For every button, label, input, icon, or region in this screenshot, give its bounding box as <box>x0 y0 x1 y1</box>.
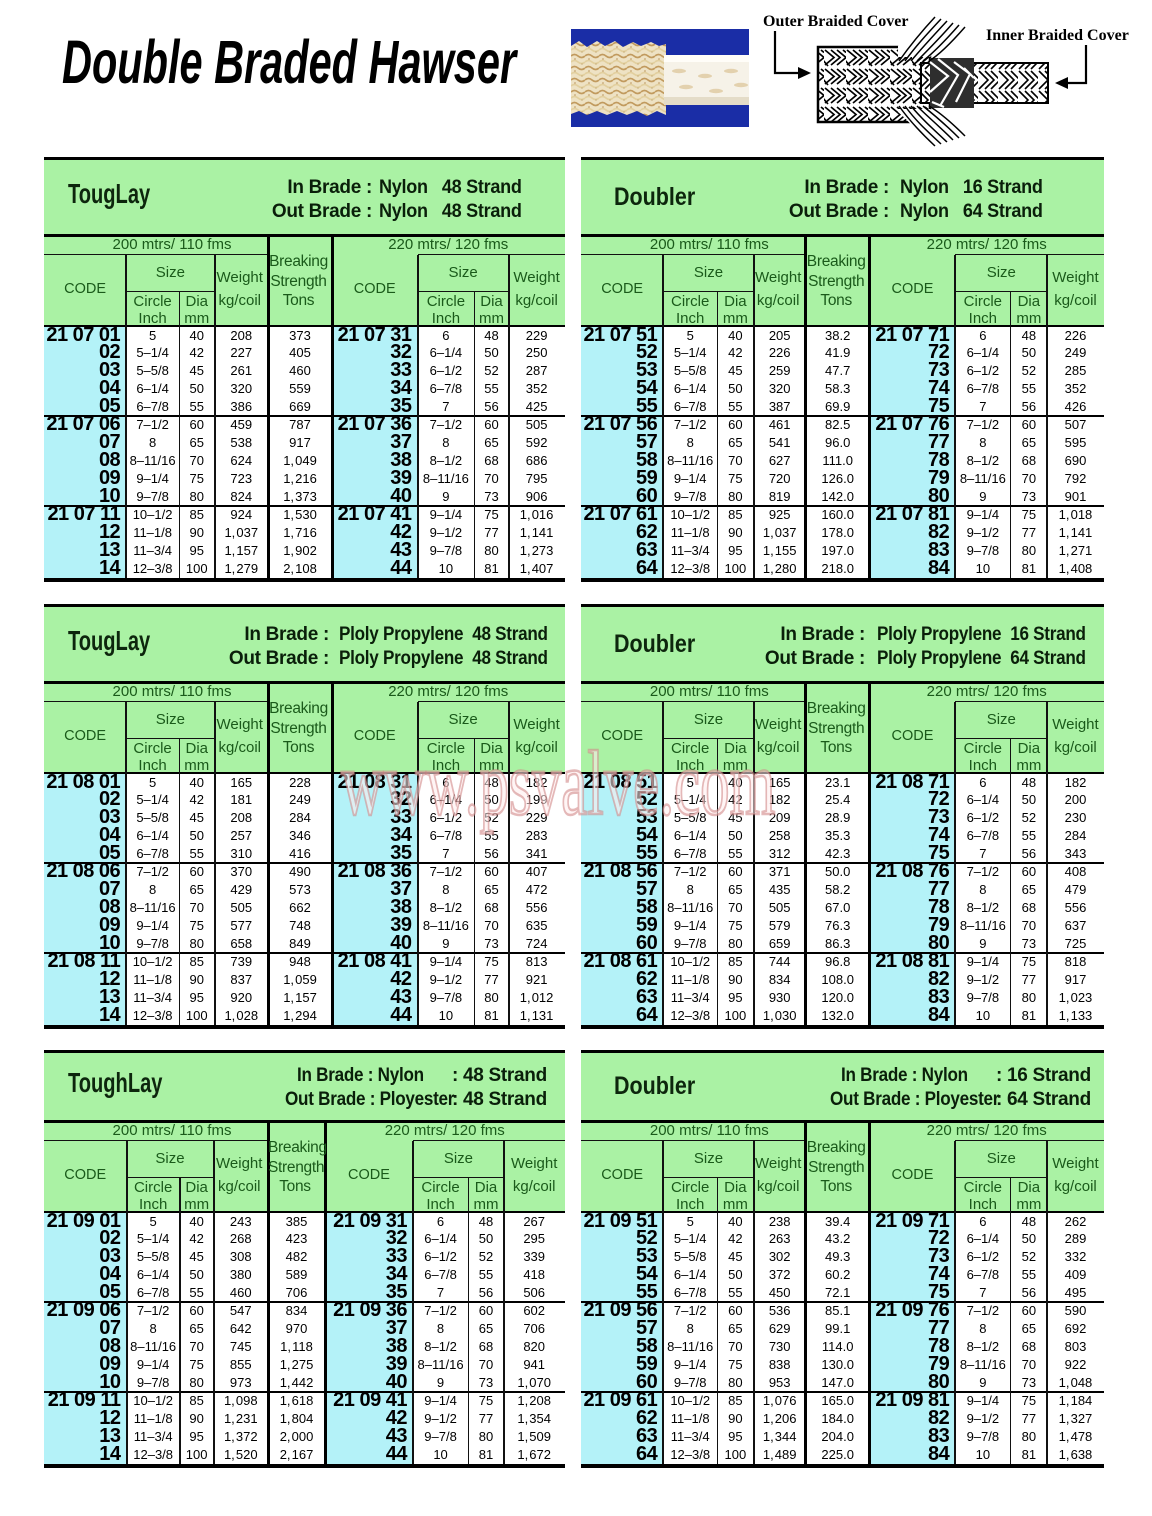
svg-text:Inner Braided Cover: Inner Braided Cover <box>986 27 1129 44</box>
svg-text:Outer Braided Cover: Outer Braided Cover <box>763 13 908 30</box>
